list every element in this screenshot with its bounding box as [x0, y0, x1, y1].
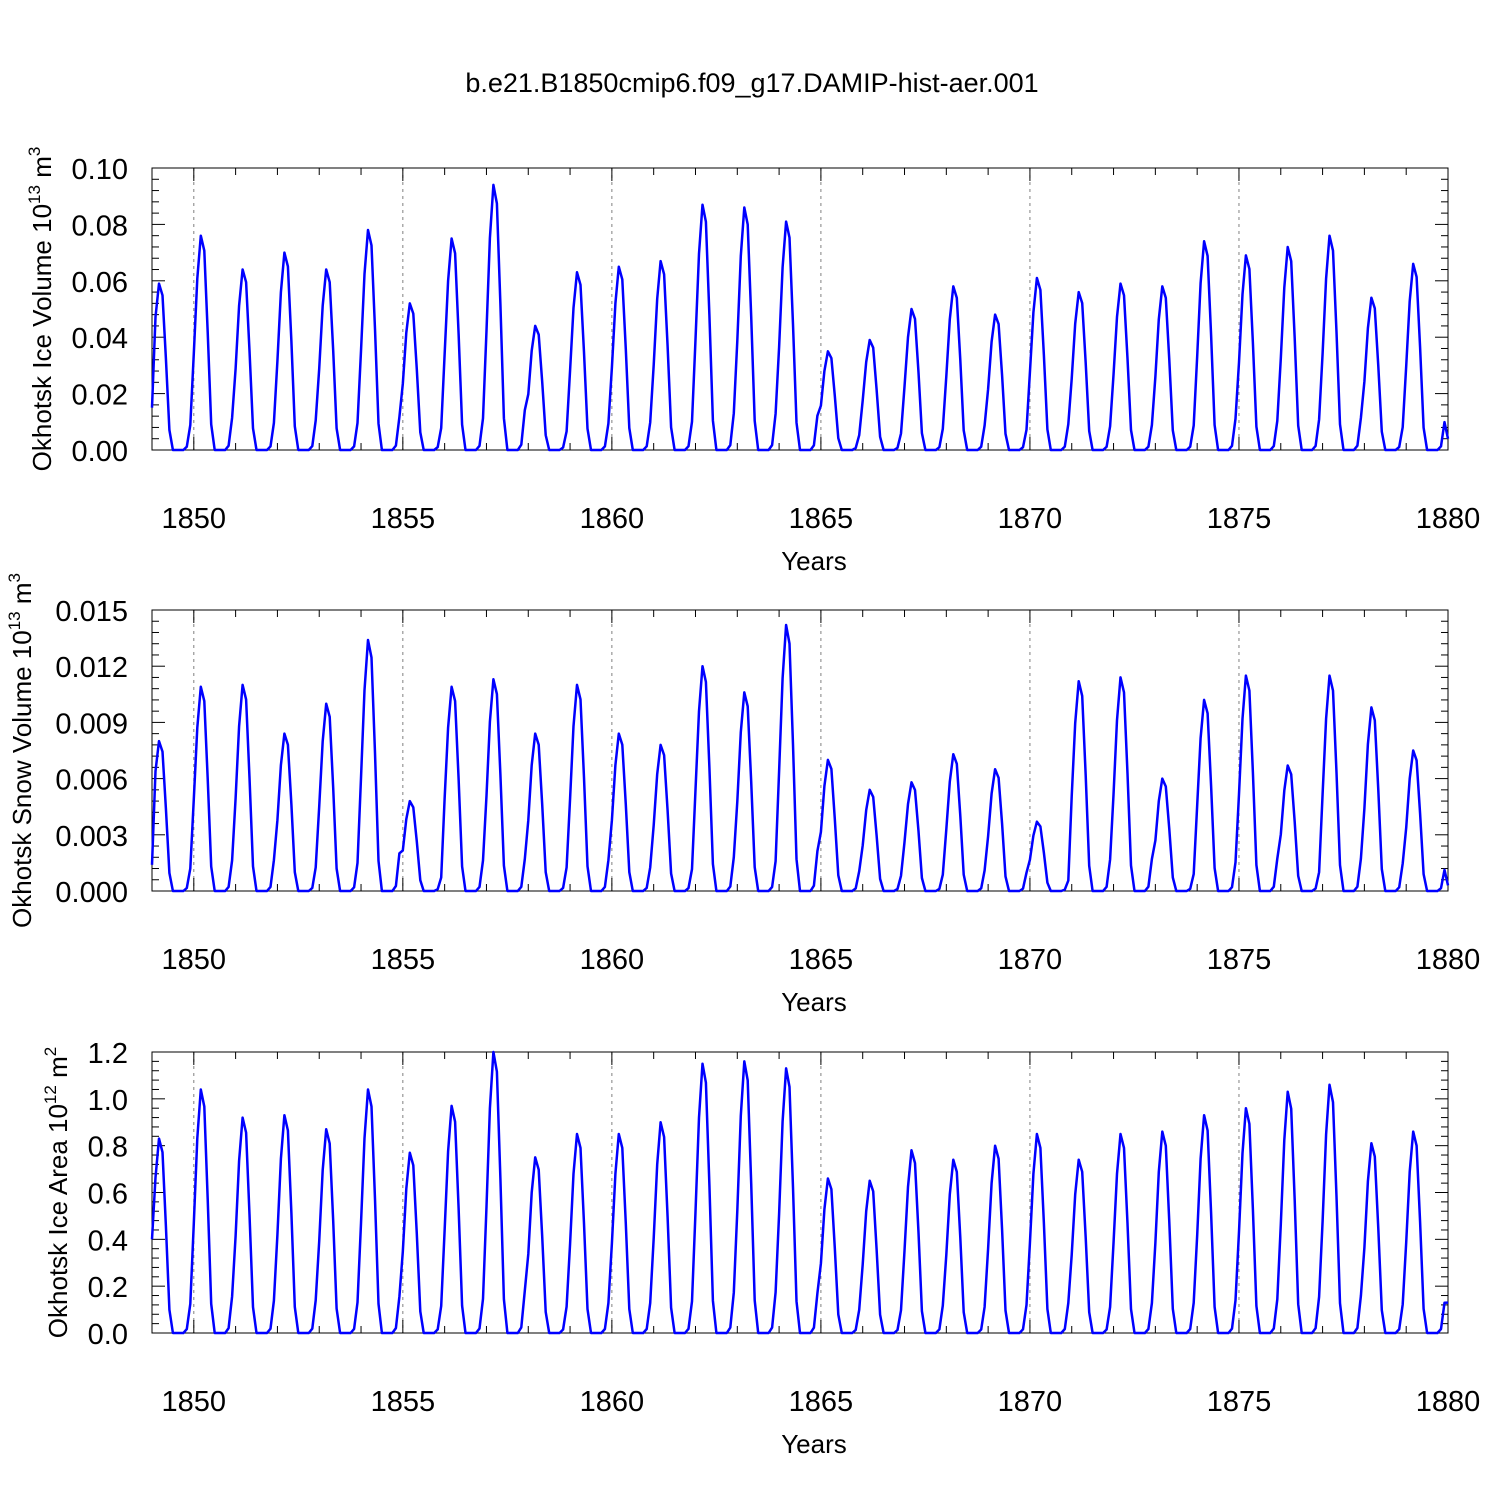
y-tick-label: 0.2 — [88, 1272, 128, 1304]
series-line — [150, 623, 1450, 893]
x-tick-label-1880: 1880 — [1416, 944, 1481, 976]
x-tick-label-1860: 1860 — [580, 503, 645, 535]
x-tick-label-1865: 1865 — [789, 1386, 854, 1418]
y-tick-label: 0.012 — [55, 652, 128, 684]
x-tick-label-1880: 1880 — [1416, 503, 1481, 535]
y-tick-label: 0.8 — [88, 1132, 128, 1164]
y-tick-label: 0.4 — [88, 1225, 128, 1257]
x-tick-label-1855: 1855 — [371, 503, 436, 535]
y-tick-label: 0.08 — [72, 210, 128, 242]
y-tick-label: 0.009 — [55, 708, 128, 740]
y-tick-label: 1.0 — [88, 1085, 128, 1117]
y-tick-label: 0.00 — [72, 436, 128, 468]
panel-2: 0.000 0.003 0.006 0.009 0.012 0.015 1850 1855 18… — [5, 573, 1480, 1017]
y-axis-label: Okhotsk Ice Area 1012 m2 — [41, 1047, 73, 1338]
y-tick-label: 0.06 — [72, 267, 128, 299]
x-tick-label-1850: 1850 — [162, 1386, 227, 1418]
plot-frame — [151, 1051, 1449, 1334]
x-axis-label: Years — [781, 987, 847, 1017]
y-axis-label: Okhotsk Ice Volume 1013 m3 — [25, 147, 57, 472]
plot-frame — [151, 167, 1449, 451]
y-tick-label: 1.2 — [88, 1038, 128, 1070]
x-tick-label-1855: 1855 — [371, 944, 436, 976]
x-tick-label-1870: 1870 — [998, 944, 1063, 976]
y-axis-label: Okhotsk Snow Volume 1013 m3 — [5, 573, 37, 928]
series-line — [150, 183, 1450, 452]
x-tick-label-1875: 1875 — [1207, 944, 1272, 976]
panel-1: 0.00 0.02 0.04 0.06 0.08 0.10 1850 1855 1860 1865… — [25, 147, 1480, 576]
x-tick-label-1870: 1870 — [998, 503, 1063, 535]
x-tick-label-1860: 1860 — [580, 1386, 645, 1418]
y-tick-label: 0.04 — [72, 323, 128, 355]
x-tick-label-1870: 1870 — [998, 1386, 1063, 1418]
y-tick-label: 0.6 — [88, 1179, 128, 1211]
x-tick-label-1860: 1860 — [580, 944, 645, 976]
x-tick-label-1880: 1880 — [1416, 1386, 1481, 1418]
x-axis-label: Years — [781, 546, 847, 576]
y-tick-label: 0.015 — [55, 596, 128, 628]
x-tick-label-1865: 1865 — [789, 944, 854, 976]
x-tick-label-1850: 1850 — [162, 503, 227, 535]
x-tick-label-1875: 1875 — [1207, 503, 1272, 535]
series-line — [150, 1050, 1449, 1335]
y-tick-label: 0.003 — [55, 821, 128, 853]
y-tick-label: 0.0 — [88, 1319, 128, 1351]
x-tick-label-1875: 1875 — [1207, 1386, 1272, 1418]
y-tick-label: 0.000 — [55, 877, 128, 909]
x-tick-label-1850: 1850 — [162, 944, 227, 976]
y-tick-label: 0.006 — [55, 765, 128, 797]
figure-title: b.e21.B1850cmip6.f09_g17.DAMIP-hist-aer.… — [465, 68, 1038, 98]
x-axis-label: Years — [781, 1429, 847, 1459]
panel-3: 0.0 0.2 0.4 0.6 0.8 1.0 1.2 1850 1855 1860 1865 187… — [41, 1038, 1480, 1459]
plot-frame — [151, 609, 1449, 892]
x-tick-label-1855: 1855 — [371, 1386, 436, 1418]
y-tick-label: 0.10 — [72, 154, 128, 186]
x-tick-label-1865: 1865 — [789, 503, 854, 535]
y-tick-label: 0.02 — [72, 380, 128, 412]
